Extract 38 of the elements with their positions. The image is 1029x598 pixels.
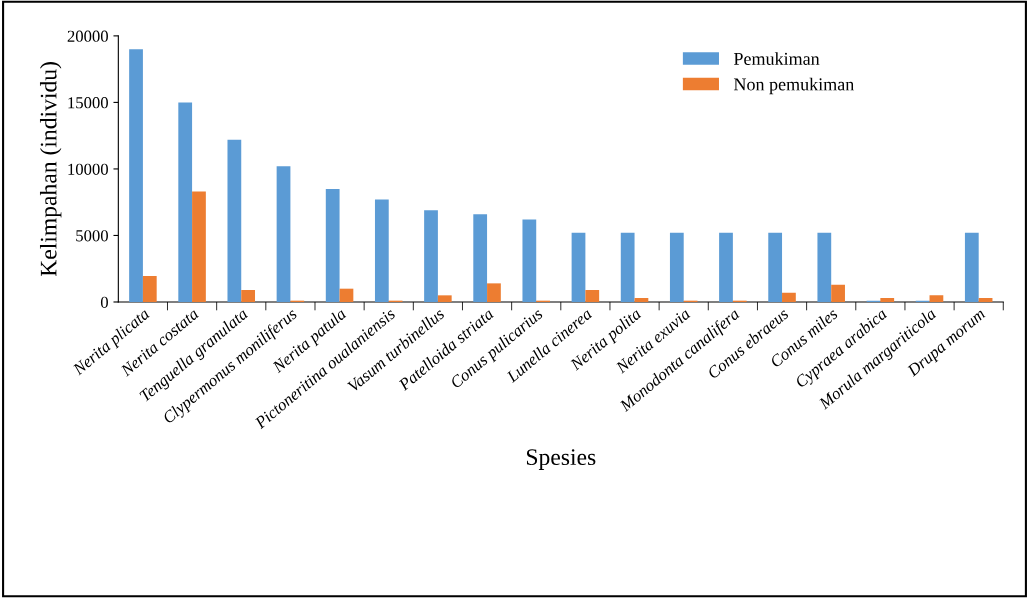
- bar: [880, 298, 895, 302]
- y-tick-label: 0: [100, 296, 108, 308]
- y-tick-label: 5000: [76, 230, 108, 242]
- bar: [473, 214, 488, 302]
- bar: [620, 232, 635, 302]
- bar: [782, 292, 796, 302]
- bar: [719, 232, 733, 302]
- bar: [424, 210, 438, 302]
- bar: [964, 232, 979, 302]
- bar: [129, 49, 143, 302]
- bar: [227, 139, 242, 302]
- bar: [142, 276, 157, 302]
- bar: [768, 232, 783, 302]
- bar: [634, 298, 649, 302]
- bar: [339, 288, 354, 302]
- bar: [669, 232, 684, 302]
- bar: [487, 283, 501, 302]
- bar: [929, 295, 944, 302]
- bar: [522, 219, 537, 302]
- y-tick-label: 10000: [68, 163, 108, 175]
- bar: [831, 284, 845, 302]
- bar: [978, 298, 993, 302]
- bar: [178, 102, 193, 302]
- bar: [192, 191, 206, 302]
- y-tick-label: 20000: [67, 30, 108, 42]
- bar: [817, 232, 832, 302]
- bar: [571, 232, 586, 302]
- bar: [585, 290, 600, 302]
- bar: [276, 166, 291, 302]
- x-axis-title: Spesies: [526, 449, 596, 470]
- bar: [437, 295, 452, 302]
- legend-label: Non pemukiman: [733, 77, 855, 95]
- bar: [374, 199, 389, 302]
- bar: [241, 290, 256, 302]
- y-tick-label: 15000: [68, 97, 108, 109]
- legend-label: Pemukiman: [733, 52, 820, 65]
- y-axis-title: Kelimpahan (individu): [39, 62, 62, 277]
- bar: [325, 188, 340, 302]
